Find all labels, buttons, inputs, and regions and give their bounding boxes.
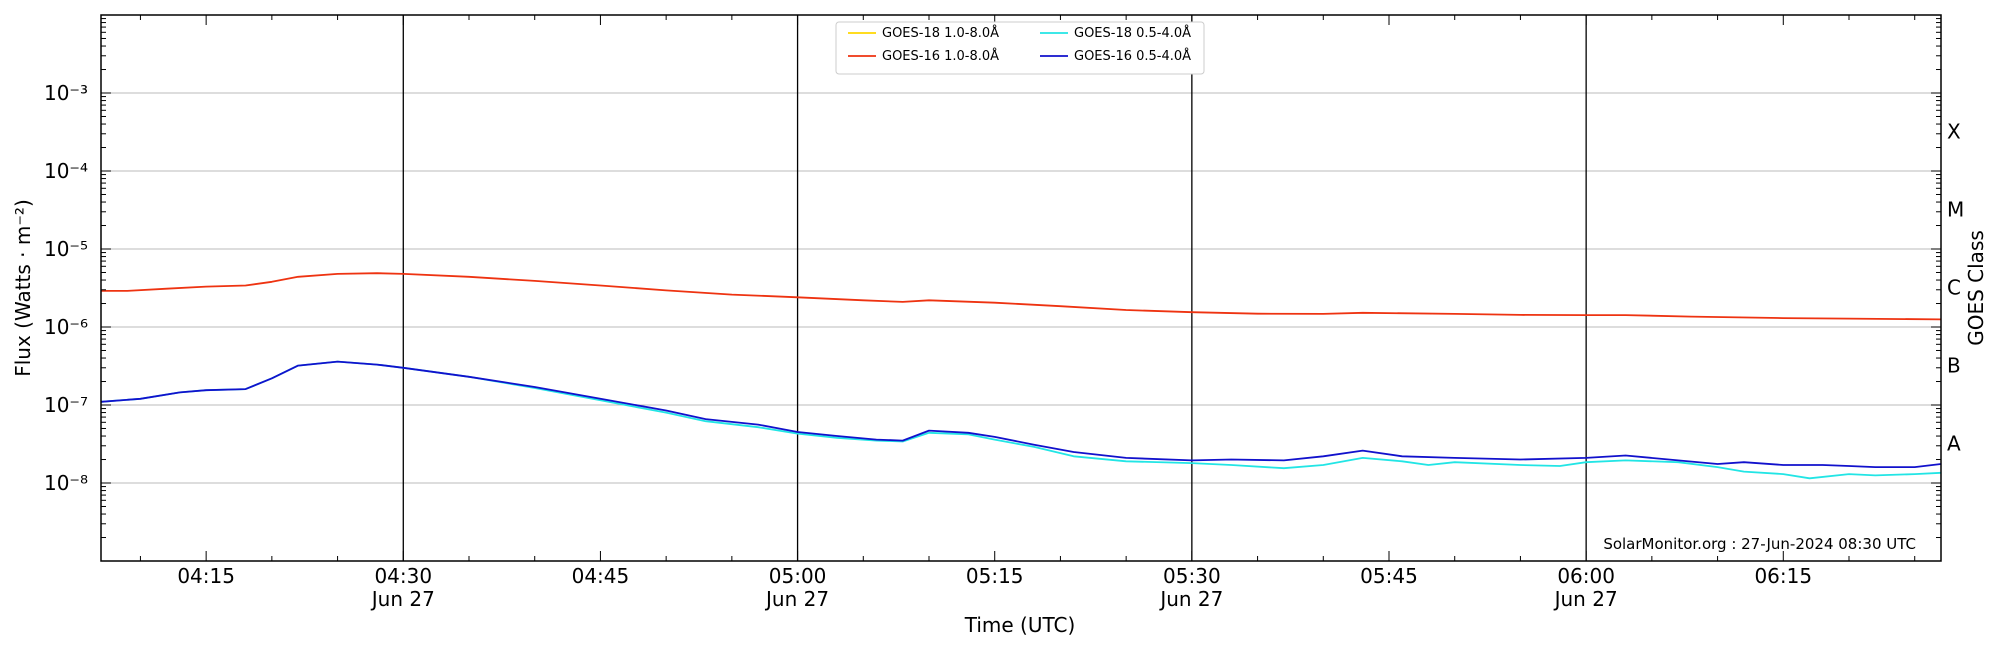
x-tick-label: 06:00 [1557,564,1615,588]
legend-box [835,21,1205,75]
goes-class-label: M [1947,198,1964,222]
goes-class-label: C [1947,276,1961,300]
goes-class-label: X [1947,120,1961,144]
y-tick-label: 10⁻³ [44,81,88,105]
y-tick-label: 10⁻⁷ [44,393,88,417]
plot-frame [100,14,1942,562]
credit-text: SolarMonitor.org : 27-Jun-2024 08:30 UTC [1603,535,1916,553]
series-line [101,272,1942,321]
x-tick-label: 05:15 [966,564,1024,588]
y-axis-title: Flux (Watts · m⁻²) [11,199,35,377]
grid-lines [101,92,1941,484]
y-tick-label: 10⁻⁸ [44,471,88,495]
x-tick-date-label: Jun 27 [1553,587,1618,611]
x-tick-label: 05:45 [1360,564,1418,588]
y-tick-label: 10⁻⁶ [44,315,88,339]
series-line [100,360,1942,468]
legend-entry-label: GOES-16 0.5-4.0Å [1074,48,1191,64]
x-tick-date-label: Jun 27 [1158,587,1223,611]
series-lines [100,272,1942,480]
x-axis-title: Time (UTC) [964,613,1076,637]
y-tick-label: 10⁻⁵ [44,237,88,261]
goes-class-label: B [1947,354,1961,378]
x-tick-label: 04:15 [177,564,235,588]
legend-entry-label: GOES-16 1.0-8.0Å [882,48,999,64]
day-boundary-lines [402,15,1587,561]
x-tick-label: 05:00 [769,564,827,588]
x-tick-date-label: Jun 27 [370,587,435,611]
x-tick-label: 05:30 [1163,564,1221,588]
y-tick-label: 10⁻⁴ [44,159,88,183]
legend: GOES-18 1.0-8.0Å GOES-18 0.5-4.0Å GOES-16 … [835,21,1205,75]
legend-entry-label: GOES-18 1.0-8.0Å [882,25,999,41]
x-tick-label: 06:15 [1754,564,1812,588]
goes-class-axis-title: GOES Class [1964,230,1988,346]
legend-entry-label: GOES-18 0.5-4.0Å [1074,25,1191,41]
x-tick-date-label: Jun 27 [764,587,829,611]
x-tick-label: 04:45 [572,564,630,588]
goes-class-label: A [1947,432,1961,456]
x-tick-label: 04:30 [374,564,432,588]
